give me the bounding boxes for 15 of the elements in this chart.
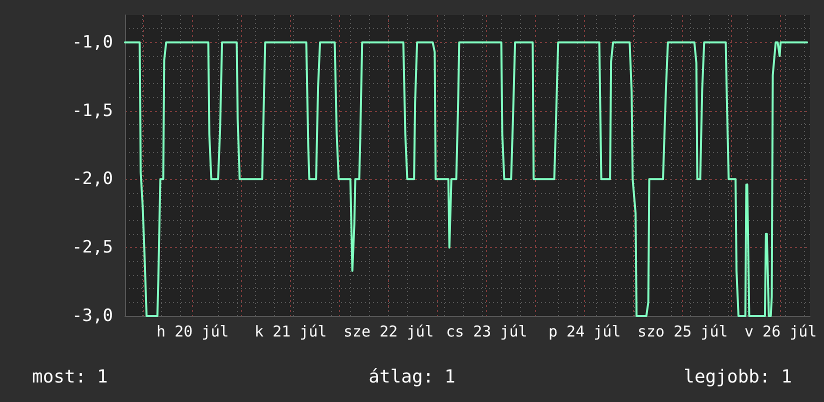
x-tick-label: sze 22 júl — [343, 322, 434, 340]
x-tick-label: h 20 júl — [156, 322, 229, 340]
y-tick-label: -3,0 — [72, 306, 113, 326]
text: most: 1 — [32, 366, 108, 388]
text: legjobb: 1 — [684, 366, 792, 388]
text: átlag: 1 — [368, 366, 456, 388]
x-tick-label: k 21 júl — [254, 322, 327, 340]
x-tick-label: v 26 júl — [744, 322, 817, 340]
y-tick-label: -1,0 — [72, 32, 113, 52]
y-tick-label: -1,5 — [72, 100, 113, 121]
y-tick-label: -2,5 — [72, 238, 113, 258]
x-tick-label: p 24 júl — [548, 322, 621, 340]
x-tick-label: szo 25 júl — [637, 322, 728, 340]
x-tick-label: cs 23 júl — [446, 322, 528, 340]
y-tick-label: -2,0 — [72, 169, 113, 190]
